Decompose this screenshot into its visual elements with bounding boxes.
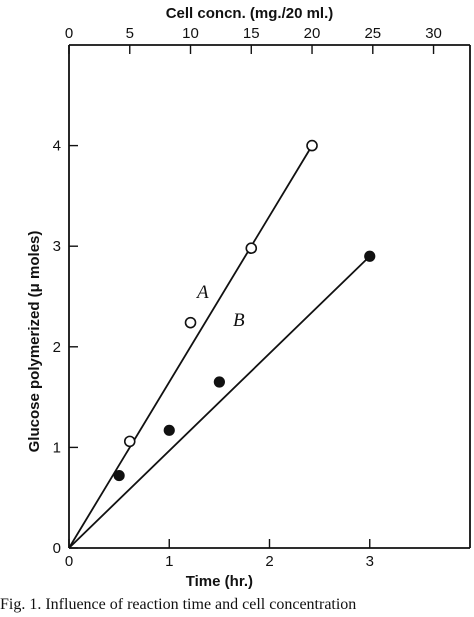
series-b-point [213, 376, 225, 388]
series-a-point [184, 316, 197, 329]
top-tick-label: 15 [243, 25, 260, 42]
top-tick-label: 20 [304, 25, 321, 42]
series-b-point [163, 424, 175, 436]
y-tick-label: 3 [53, 238, 61, 255]
bottom-axis-title: Time (hr.) [186, 573, 253, 590]
y-tick-label: 0 [53, 540, 61, 557]
series: AB [68, 139, 376, 549]
series-b-point [113, 469, 125, 482]
series-a-point [245, 242, 258, 255]
series-a-point [123, 435, 136, 448]
series-b-line [68, 255, 371, 549]
series-b-point [364, 250, 376, 262]
top-tick-label: 25 [364, 25, 381, 42]
y-tick-label: 1 [53, 439, 61, 456]
top-tick-label: 10 [182, 25, 199, 42]
axes [68, 44, 471, 549]
top-axis-title: Cell concn. (mg./20 ml.) [166, 5, 334, 22]
x-tick-label: 3 [366, 553, 374, 570]
top-tick-label: 5 [126, 25, 134, 42]
series-b-label: B [233, 310, 245, 331]
figure-caption: Fig. 1. Influence of reaction time and c… [0, 596, 357, 613]
x-tick-label: 2 [265, 553, 273, 570]
y-tick-label: 4 [53, 138, 61, 155]
series-a-point [306, 139, 318, 152]
series-a-line [68, 145, 313, 549]
series-a-label: A [195, 282, 209, 303]
top-tick-label: 30 [425, 25, 442, 42]
y-axis-title: Glucose polymerized (μ moles) [26, 231, 43, 453]
y-tick-label: 2 [53, 339, 61, 356]
x-tick-label: 1 [165, 553, 173, 570]
top-tick-label: 0 [65, 25, 73, 42]
x-tick-label: 0 [65, 553, 73, 570]
